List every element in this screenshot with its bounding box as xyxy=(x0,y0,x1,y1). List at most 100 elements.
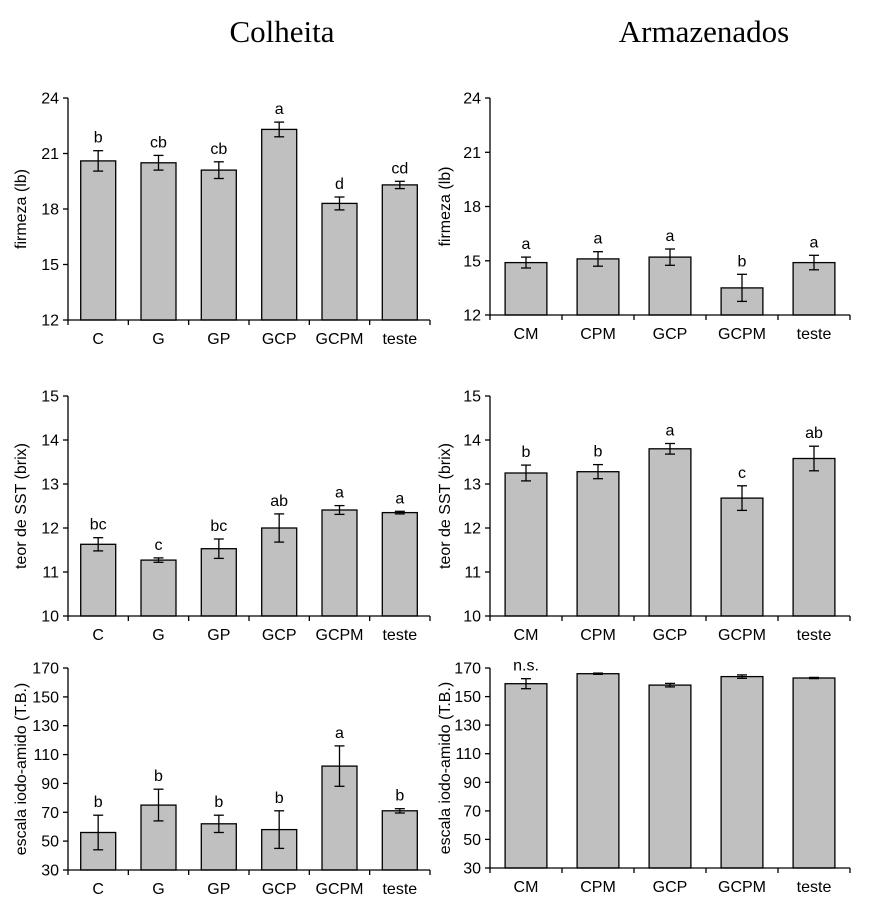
significance-label: b xyxy=(594,444,603,461)
category-label: CPM xyxy=(580,879,616,896)
category-label: GCPM xyxy=(718,326,766,343)
category-label: GCP xyxy=(653,879,688,896)
significance-label: cb xyxy=(150,134,167,151)
y-tick-label: 12 xyxy=(463,521,481,538)
category-label: GCPM xyxy=(718,627,766,644)
y-tick-label: 30 xyxy=(463,861,481,878)
category-label: GP xyxy=(207,881,230,898)
bar-teste xyxy=(381,810,418,871)
bar-teste xyxy=(792,457,836,617)
chart-panel-6: n.s. CM CPM GCP GCPM teste 30 50 70 90 110 130 150 17… xyxy=(437,658,851,896)
chart-panel-4: b CM b CPM a GCP c GCPM ab teste 10 11 12 13 14 15 teor … xyxy=(437,389,851,644)
significance-label: a xyxy=(335,485,344,502)
bar-GP xyxy=(200,169,237,321)
bar-C xyxy=(80,160,117,321)
significance-label: b xyxy=(522,444,531,461)
y-axis-label: firmeza (lb) xyxy=(437,166,454,246)
significance-label: c xyxy=(738,465,746,482)
category-label: G xyxy=(152,627,164,644)
chart-panels: bCcbGcbGPaGCPdGCPMcdteste1215182124firme… xyxy=(13,91,851,898)
bar-C xyxy=(80,543,117,617)
significance-label: bc xyxy=(210,518,227,535)
y-tick-label: 24 xyxy=(463,91,481,108)
category-label: teste xyxy=(382,881,417,898)
significance-label: a xyxy=(810,234,819,251)
category-label: CM xyxy=(514,879,539,896)
y-tick-label: 21 xyxy=(41,146,59,163)
category-label: GCPM xyxy=(316,331,364,348)
significance-label: ab xyxy=(270,493,288,510)
chart-panel-2: a CM a CPM a GCP b GCPM a teste 12 15 18 21 24 firmeza … xyxy=(437,91,851,343)
category-label: GCPM xyxy=(316,881,364,898)
bar-teste xyxy=(381,184,418,321)
category-label: teste xyxy=(797,326,832,343)
category-label: C xyxy=(92,627,104,644)
y-tick-label: 90 xyxy=(41,776,59,793)
y-tick-label: 18 xyxy=(463,199,481,216)
significance-label: b xyxy=(275,790,284,807)
significance-label: cd xyxy=(391,160,408,177)
category-label: CPM xyxy=(580,326,616,343)
category-label: G xyxy=(152,331,164,348)
bar-CPM xyxy=(576,258,620,316)
bar-GCPM xyxy=(720,675,764,869)
bar-teste xyxy=(792,261,836,316)
category-label: teste xyxy=(382,627,417,644)
column-title-colheita: Colheita xyxy=(229,14,334,49)
category-label: GCP xyxy=(653,326,688,343)
bar-G xyxy=(140,162,177,321)
y-tick-label: 18 xyxy=(41,202,59,219)
significance-label: b xyxy=(738,253,747,270)
bar-teste xyxy=(792,677,836,869)
significance-label: a xyxy=(275,101,284,118)
y-tick-label: 10 xyxy=(41,609,59,626)
category-label: CM xyxy=(514,627,539,644)
significance-label: a xyxy=(594,231,603,248)
category-label: GCP xyxy=(262,881,297,898)
category-label: teste xyxy=(382,331,417,348)
y-tick-label: 21 xyxy=(463,145,481,162)
significance-label: a xyxy=(335,725,344,742)
y-tick-label: 15 xyxy=(463,253,481,270)
y-tick-label: 14 xyxy=(463,433,481,450)
bar-GCP xyxy=(648,684,692,869)
category-label: teste xyxy=(797,627,832,644)
bar-CPM xyxy=(576,673,620,869)
significance-label: c xyxy=(155,537,163,554)
category-label: GCP xyxy=(262,331,297,348)
bar-GP xyxy=(200,548,237,617)
category-label: GCP xyxy=(653,627,688,644)
category-label: CM xyxy=(514,326,539,343)
bar-GCP xyxy=(648,448,692,617)
y-axis-label: escala iodo-amido (T.B.) xyxy=(437,682,454,855)
y-tick-label: 24 xyxy=(41,91,59,108)
y-tick-label: 170 xyxy=(454,661,481,678)
column-title-armazenados: Armazenados xyxy=(619,14,789,49)
y-tick-label: 15 xyxy=(463,389,481,406)
y-tick-label: 90 xyxy=(463,775,481,792)
y-tick-label: 15 xyxy=(41,389,59,406)
significance-label: ab xyxy=(805,425,823,442)
significance-label: b xyxy=(395,788,404,805)
bar-G xyxy=(140,559,177,617)
y-tick-label: 70 xyxy=(463,803,481,820)
category-label: CPM xyxy=(580,627,616,644)
y-axis-label: escala iodo-amido (T.B.) xyxy=(13,683,30,856)
y-tick-label: 110 xyxy=(33,747,59,764)
y-axis-label: firmeza (lb) xyxy=(13,169,30,249)
y-tick-label: 130 xyxy=(454,718,481,735)
category-label: GP xyxy=(207,331,230,348)
significance-label: b xyxy=(214,794,223,811)
significance-label: b xyxy=(94,130,103,147)
significance-label: a xyxy=(395,490,404,507)
category-label: GP xyxy=(207,627,230,644)
y-tick-label: 12 xyxy=(41,521,59,538)
significance-label: a xyxy=(666,423,675,440)
y-tick-label: 110 xyxy=(455,746,481,763)
significance-label: a xyxy=(666,228,675,245)
category-label: C xyxy=(92,881,104,898)
y-tick-label: 11 xyxy=(464,565,481,582)
y-tick-label: 50 xyxy=(41,834,59,851)
bar-GCPM xyxy=(321,202,358,321)
y-tick-label: 10 xyxy=(463,609,481,626)
